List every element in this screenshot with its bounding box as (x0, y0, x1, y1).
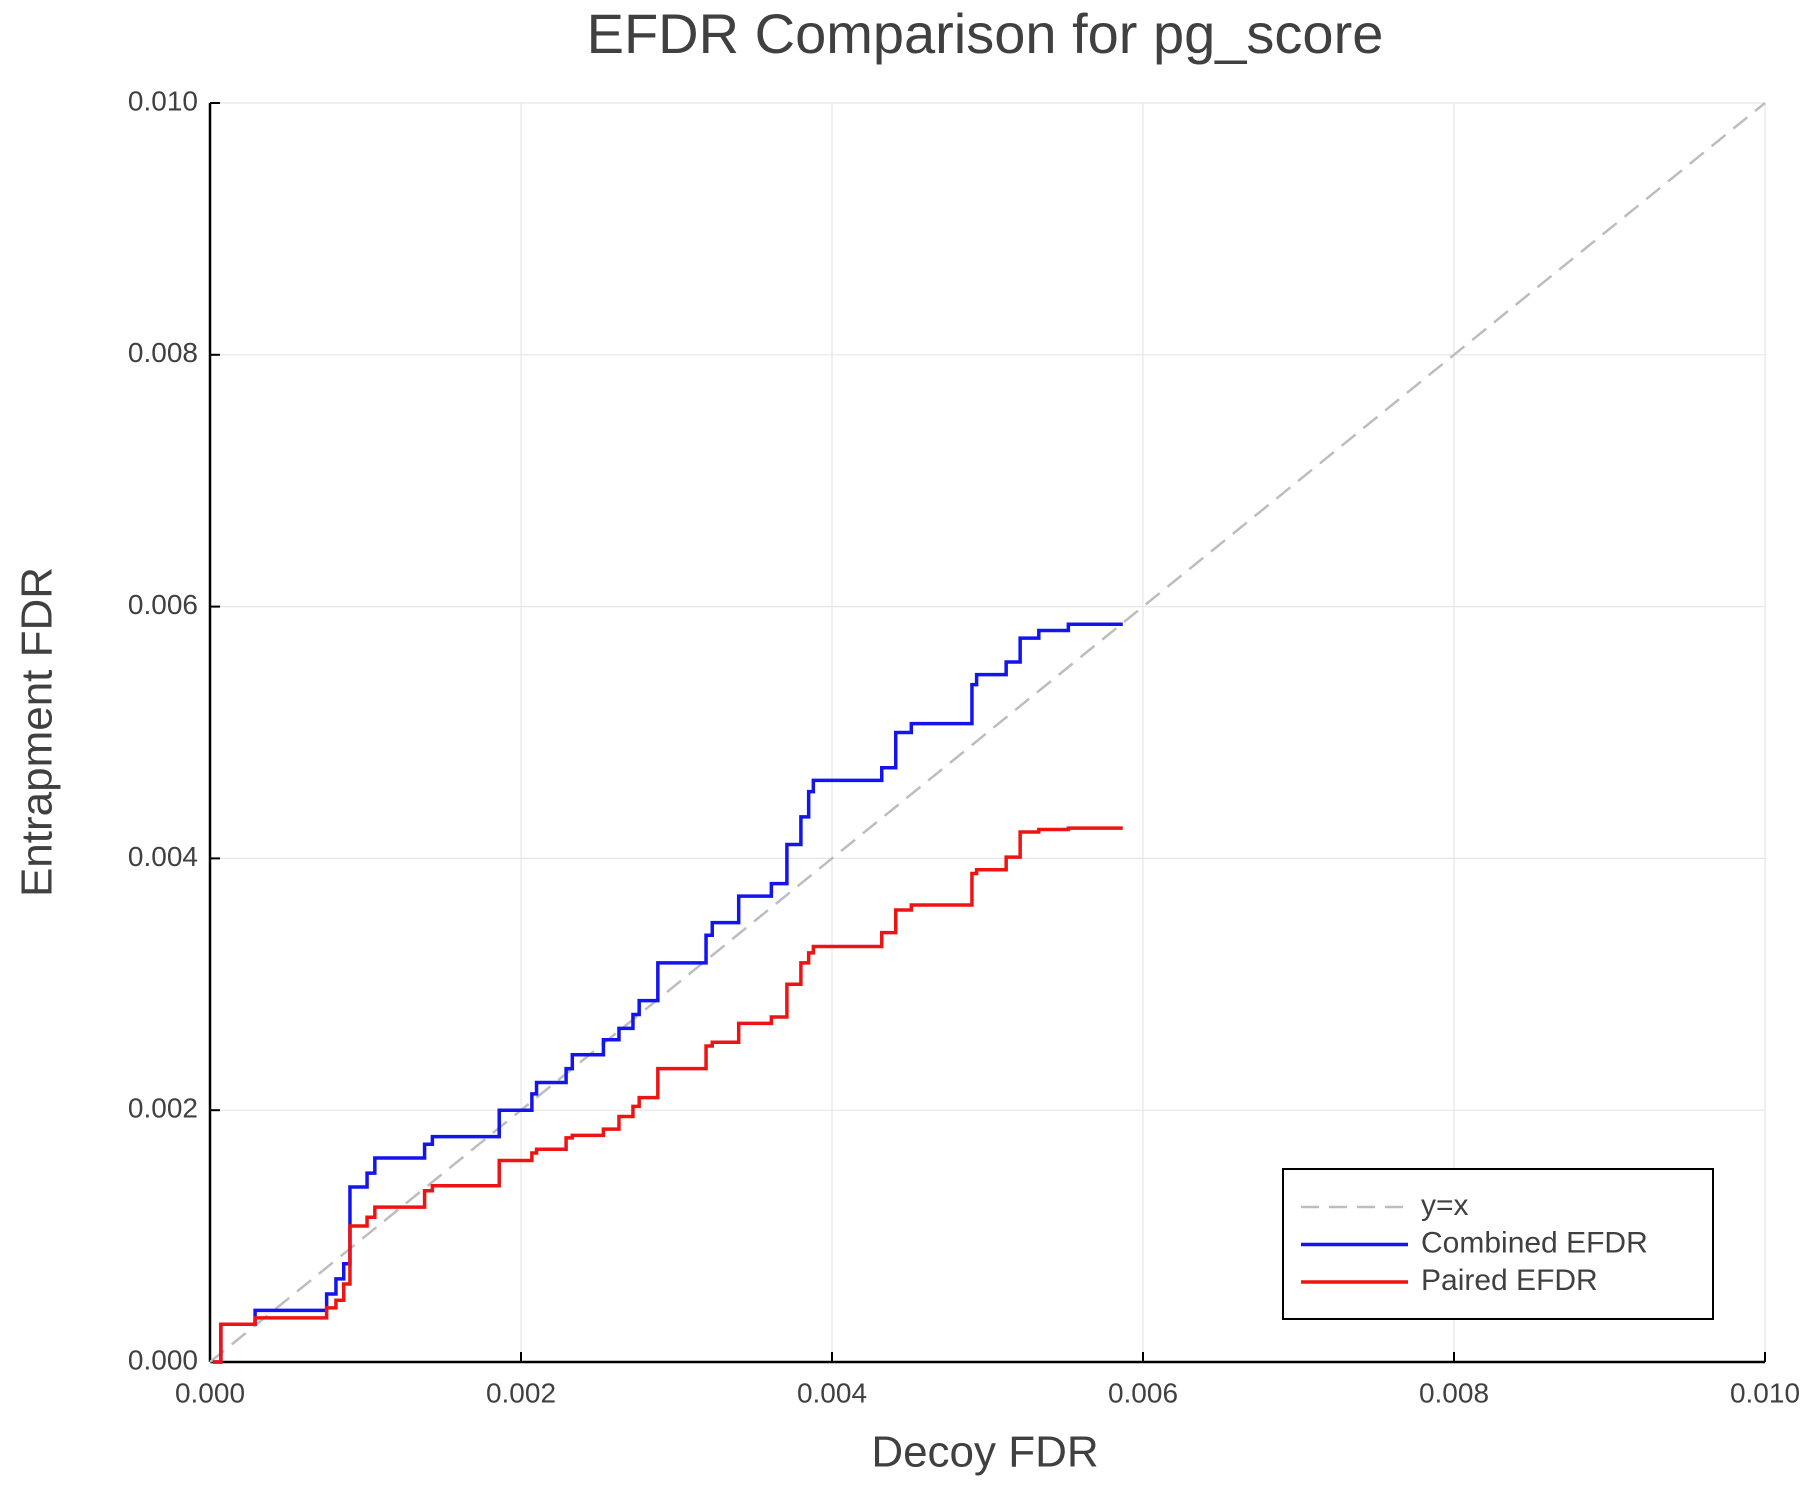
x-tick-label: 0.000 (175, 1377, 245, 1408)
x-tick-label: 0.008 (1419, 1377, 1489, 1408)
legend: y=x Combined EFDR Paired EFDR (1282, 1168, 1714, 1320)
y-axis-label: Entrapment FDR (13, 567, 62, 897)
y-tick-label: 0.008 (128, 337, 198, 368)
legend-label: y=x (1421, 1189, 1469, 1222)
y-tick-label: 0.006 (128, 589, 198, 620)
legend-label: Paired EFDR (1421, 1264, 1598, 1297)
y-tick-label: 0.000 (128, 1344, 198, 1375)
y-tick-label: 0.002 (128, 1093, 198, 1124)
x-tick-label: 0.010 (1730, 1377, 1800, 1408)
y-tick-label: 0.010 (128, 85, 198, 116)
chart-title: EFDR Comparison for pg_score (587, 2, 1384, 65)
y-tick-label: 0.004 (128, 841, 198, 872)
data-line (209, 102, 1766, 1363)
data-line (213, 622, 1123, 1364)
data-line (213, 826, 1123, 1364)
x-axis-label: Decoy FDR (871, 1428, 1098, 1477)
x-tick-label: 0.006 (1108, 1377, 1178, 1408)
x-tick-label: 0.002 (486, 1377, 556, 1408)
legend-box (1282, 1168, 1714, 1320)
x-tick-label: 0.004 (797, 1377, 867, 1408)
legend-label: Combined EFDR (1421, 1226, 1648, 1259)
